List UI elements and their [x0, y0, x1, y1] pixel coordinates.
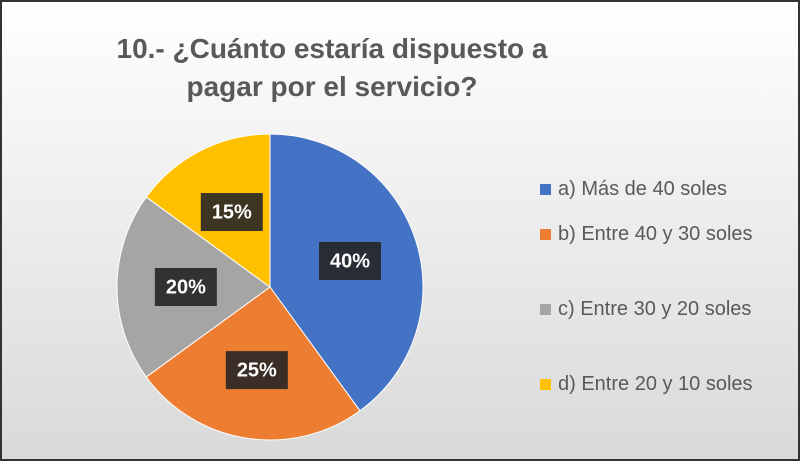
legend-label: c) Entre 30 y 20 soles [558, 298, 752, 320]
legend-label: b) Entre 40 y 30 soles [558, 223, 753, 245]
legend-item: d) Entre 20 y 10 soles [540, 367, 790, 402]
legend-item: c) Entre 30 y 20 soles [540, 292, 790, 327]
legend-swatch [540, 184, 551, 195]
legend-swatch [540, 379, 551, 390]
legend-item: b) Entre 40 y 30 soles [540, 217, 790, 252]
legend-swatch [540, 304, 551, 315]
chart-title: 10.- ¿Cuánto estaría dispuesto a pagar p… [116, 33, 548, 102]
data-label-box [225, 351, 288, 390]
data-label-box [200, 193, 263, 232]
data-label: 20% [166, 276, 206, 298]
legend-label: a) Más de 40 soles [558, 178, 727, 200]
data-label: 25% [237, 359, 277, 381]
data-label-box [154, 268, 217, 306]
data-label: 40% [330, 250, 370, 272]
data-label-box [319, 241, 382, 280]
data-label: 15% [212, 201, 252, 223]
legend-swatch [540, 229, 551, 240]
legend-label: d) Entre 20 y 10 soles [558, 373, 753, 395]
legend-item: a) Más de 40 soles [540, 172, 790, 207]
